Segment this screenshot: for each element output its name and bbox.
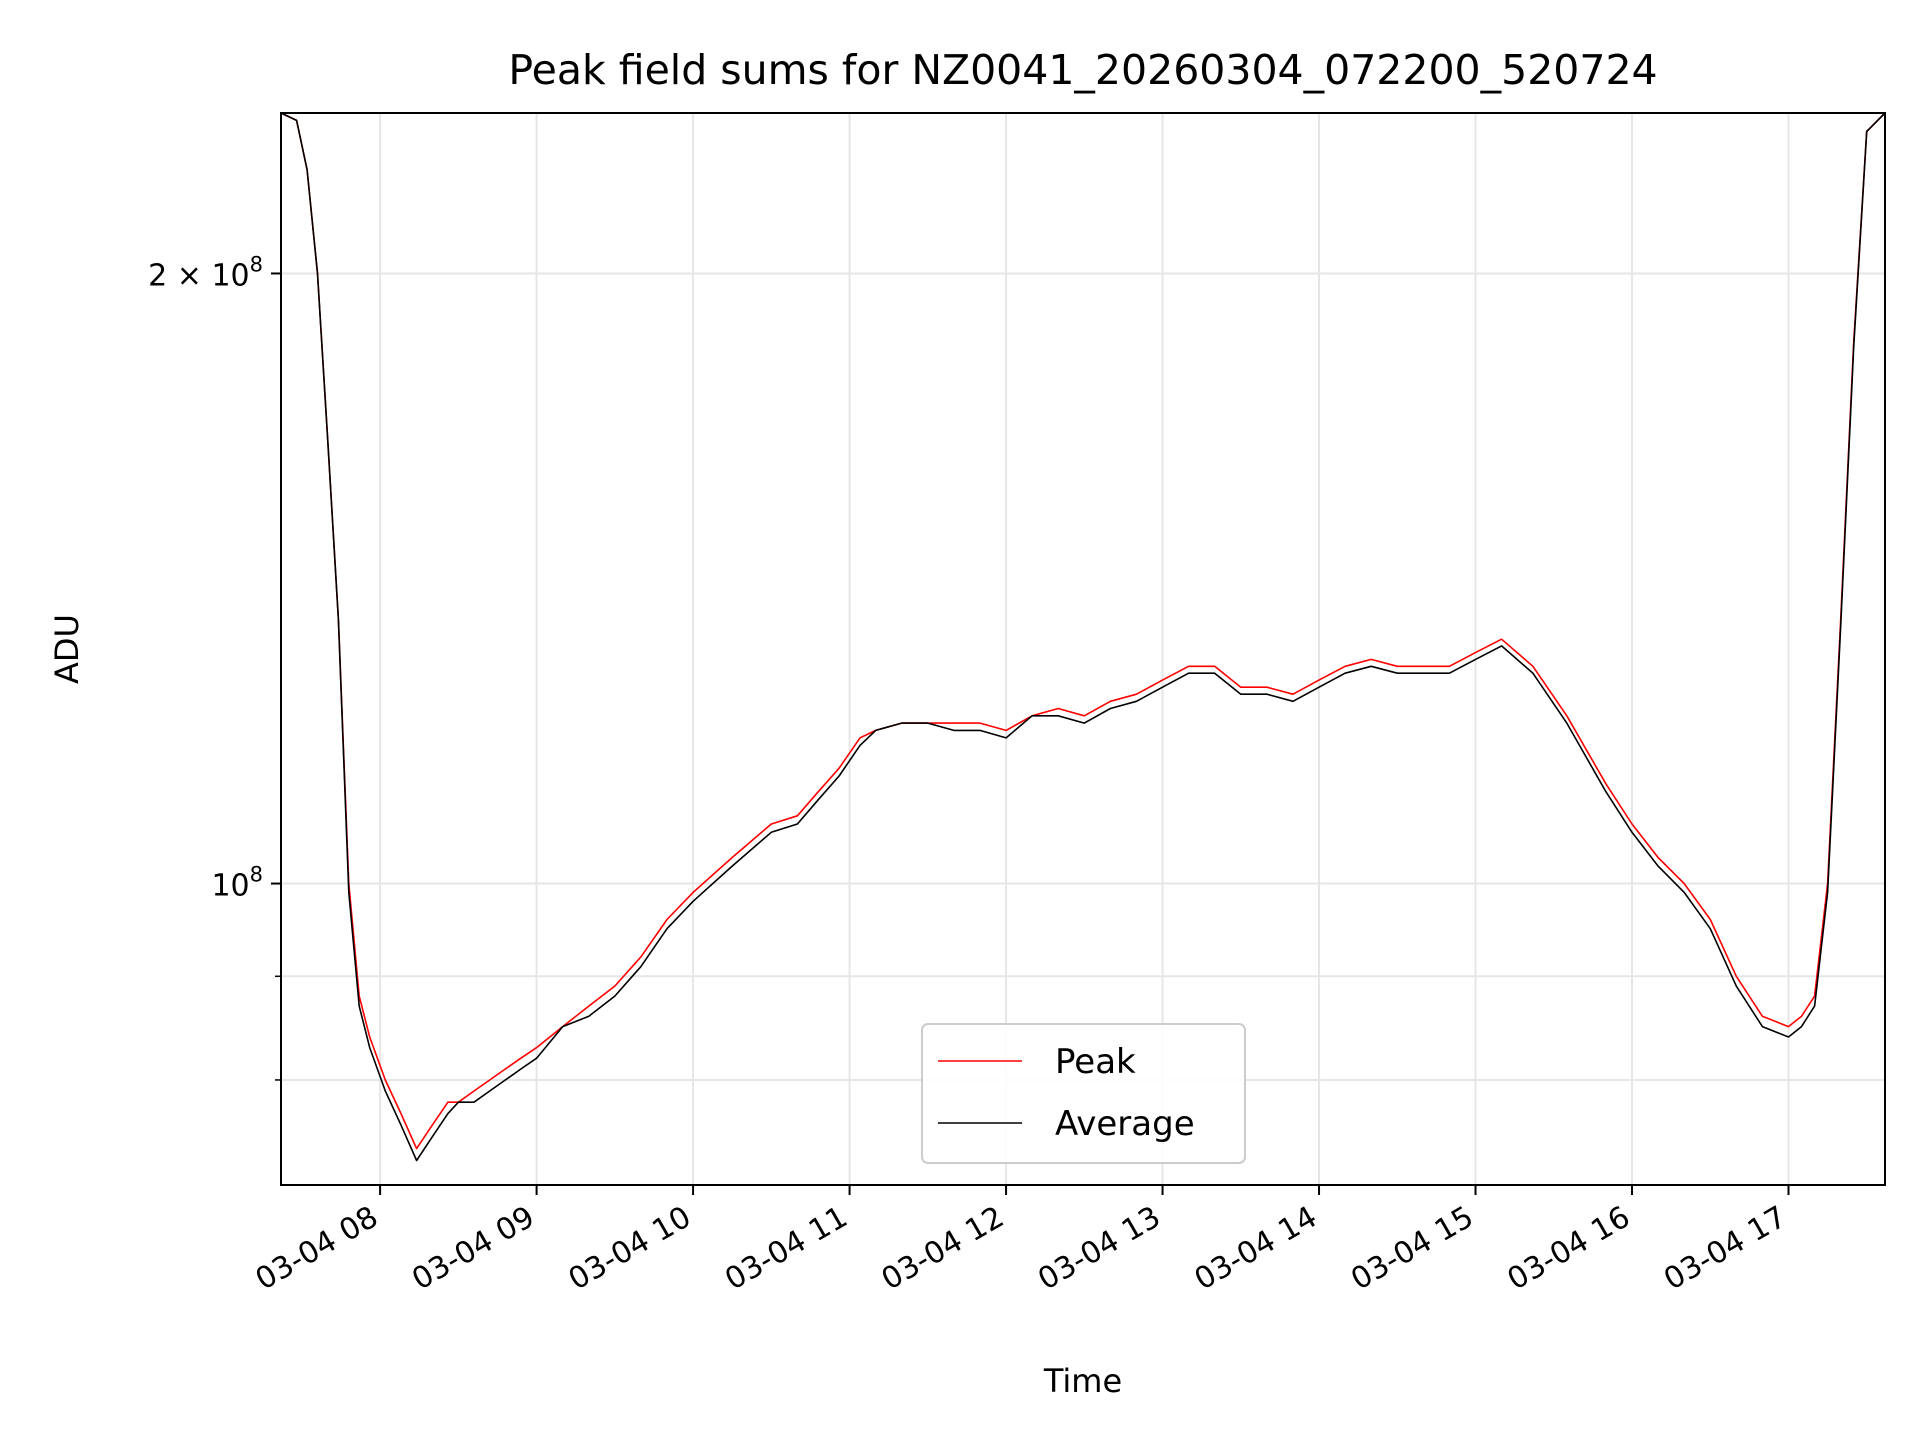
legend-label-average: Average	[1055, 1104, 1195, 1144]
series-line-average	[280, 112, 1886, 1162]
grid	[281, 113, 1885, 1185]
x-tick-label: 03-04 17	[1658, 1200, 1792, 1298]
series-lines	[280, 112, 1886, 1162]
x-tick-label: 03-04 08	[250, 1200, 384, 1298]
x-tick-label: 03-04 13	[1032, 1200, 1166, 1298]
x-tick-label: 03-04 09	[406, 1200, 540, 1298]
y-tick-label: 108	[211, 863, 263, 904]
plot-frame	[280, 112, 1886, 1186]
legend-box	[921, 1023, 1246, 1164]
x-axis-label: Time	[1043, 1362, 1122, 1400]
legend: Peak Average	[921, 1023, 1246, 1164]
y-axis-label: ADU	[48, 614, 86, 684]
y-tick-mantissa: 2 ×	[148, 258, 211, 293]
series-line-peak	[280, 112, 1886, 1150]
y-tick-exponent: 8	[250, 252, 263, 276]
y-tick-exponent: 8	[250, 863, 263, 887]
x-tick-label: 03-04 10	[563, 1200, 697, 1298]
x-tick-label: 03-04 14	[1189, 1200, 1323, 1298]
x-tick-label: 03-04 16	[1502, 1200, 1636, 1298]
y-tick-base: 10	[211, 869, 249, 904]
chart-title: Peak field sums for NZ0041_20260304_0722…	[508, 46, 1657, 94]
x-axis: 03-04 08 03-04 09 03-04 10 03-04 11 03-04 12…	[250, 1185, 1792, 1298]
y-tick-label: 2 × 108	[148, 252, 263, 293]
x-tick-label: 03-04 11	[719, 1200, 853, 1298]
y-tick-base: 10	[211, 258, 249, 293]
legend-label-peak: Peak	[1055, 1042, 1136, 1082]
x-tick-label: 03-04 12	[876, 1200, 1010, 1298]
x-tick-label: 03-04 15	[1345, 1200, 1479, 1298]
